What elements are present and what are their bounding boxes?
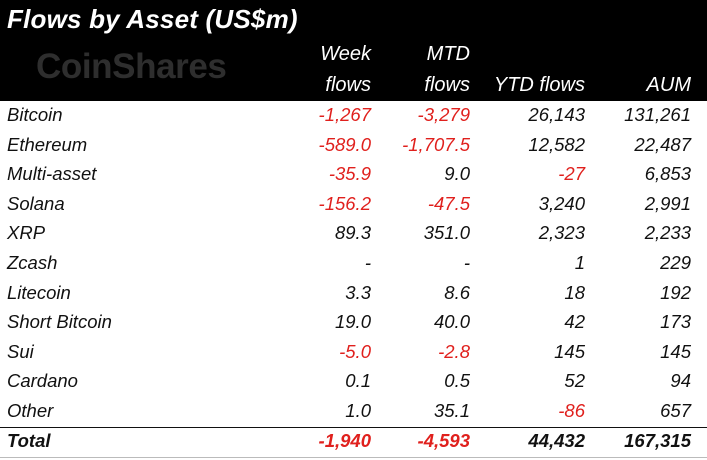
total-row: Total -1,940 -4,593 44,432 167,315 [0, 427, 707, 459]
bottom-divider [0, 457, 707, 458]
ytd-flow: 3,240 [538, 192, 585, 214]
table-row: Zcash - - 1 229 [0, 249, 707, 279]
total-mtd-flow: -4,593 [417, 430, 470, 451]
title-bar: Flows by Asset (US$m) [0, 0, 707, 39]
ytd-flow: 1 [574, 251, 585, 273]
table-row: Other 1.0 35.1 -86 657 [0, 397, 707, 427]
table-row: Multi-asset -35.9 9.0 -27 6,853 [0, 160, 707, 190]
total-label: Total [7, 430, 51, 451]
mtd-flow: 0.5 [444, 370, 470, 392]
mtd-flow: -47.5 [427, 192, 470, 214]
mtd-flow: 40.0 [433, 311, 470, 333]
week-header-line1: Week [320, 43, 371, 65]
aum-value: 22,487 [634, 133, 691, 155]
ytd-flow: 26,143 [528, 104, 585, 125]
week-flow: 0.1 [345, 370, 371, 392]
week-flow: -5.0 [339, 340, 371, 362]
mtd-header-line2: flows [424, 74, 470, 96]
aum-value: 2,991 [644, 192, 691, 214]
asset-name: XRP [7, 222, 46, 244]
mtd-flow: 9.0 [444, 163, 470, 185]
total-aum-value: 167,315 [624, 430, 691, 451]
mtd-flow: -2.8 [438, 340, 470, 362]
table-title: Flows by Asset (US$m) [7, 4, 298, 34]
total-ytd-flow: 44,432 [528, 430, 585, 451]
ytd-flow: -27 [558, 163, 585, 185]
ytd-flow: 42 [564, 311, 585, 333]
ytd-flow: 18 [564, 281, 585, 303]
ytd-flow: -86 [558, 399, 585, 421]
aum-value: 192 [660, 281, 691, 303]
week-flow: 3.3 [345, 281, 371, 303]
asset-name: Zcash [7, 251, 58, 273]
asset-name: Solana [7, 192, 65, 214]
table-body: Bitcoin -1,267 -3,279 26,143 131,261 Eth… [0, 101, 707, 427]
asset-name: Bitcoin [7, 104, 63, 125]
aum-value: 145 [660, 340, 691, 362]
aum-value: 6,853 [644, 163, 691, 185]
week-flow: -1,267 [318, 104, 371, 125]
asset-name: Cardano [7, 370, 78, 392]
coinshares-logo: CoinShares [36, 47, 227, 86]
ytd-flow: 12,582 [528, 133, 585, 155]
ytd-header: YTD flows [493, 74, 585, 96]
aum-value: 173 [660, 311, 691, 333]
ytd-flow: 52 [564, 370, 585, 392]
table-row: Cardano 0.1 0.5 52 94 [0, 367, 707, 397]
asset-name: Multi-asset [7, 163, 97, 185]
asset-name: Litecoin [7, 281, 71, 303]
week-flow: -589.0 [318, 133, 371, 155]
mtd-flow: - [463, 251, 470, 273]
total-week-flow: -1,940 [318, 430, 371, 451]
week-flow: - [364, 251, 371, 273]
asset-name: Short Bitcoin [7, 311, 112, 333]
mtd-flow: 35.1 [433, 399, 470, 421]
aum-value: 657 [660, 399, 691, 421]
aum-header: AUM [646, 74, 691, 96]
asset-name: Other [7, 399, 54, 421]
week-flow: 19.0 [334, 311, 371, 333]
aum-value: 2,233 [644, 222, 691, 244]
table-row: Ethereum -589.0 -1,707.5 12,582 22,487 [0, 131, 707, 161]
week-flow: 89.3 [334, 222, 371, 244]
column-header-band: CoinShares Week flows MTD flows YTD flow… [0, 39, 707, 101]
week-flow: -156.2 [318, 192, 371, 214]
table-row: Bitcoin -1,267 -3,279 26,143 131,261 [0, 101, 707, 131]
mtd-header-line1: MTD [426, 43, 470, 65]
mtd-flow: -3,279 [417, 104, 470, 125]
aum-value: 94 [670, 370, 691, 392]
mtd-flow: -1,707.5 [402, 133, 470, 155]
week-flow: 1.0 [345, 399, 371, 421]
table-row: Solana -156.2 -47.5 3,240 2,991 [0, 190, 707, 220]
table-row: Litecoin 3.3 8.6 18 192 [0, 279, 707, 309]
table-row: XRP 89.3 351.0 2,323 2,233 [0, 219, 707, 249]
week-flow: -35.9 [328, 163, 371, 185]
table-row: Short Bitcoin 19.0 40.0 42 173 [0, 308, 707, 338]
ytd-flow: 2,323 [538, 222, 585, 244]
week-header-line2: flows [325, 74, 371, 96]
aum-value: 131,261 [624, 104, 691, 125]
asset-name: Sui [7, 340, 34, 362]
mtd-flow: 8.6 [444, 281, 470, 303]
mtd-flow: 351.0 [423, 222, 470, 244]
aum-value: 229 [660, 251, 691, 273]
asset-name: Ethereum [7, 133, 88, 155]
table-row: Sui -5.0 -2.8 145 145 [0, 338, 707, 368]
ytd-flow: 145 [554, 340, 585, 362]
